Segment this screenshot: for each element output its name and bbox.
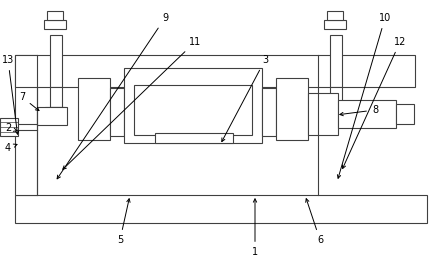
Bar (15, 195, 427, 223)
Bar (0, 118, 18, 136)
Bar (110, 88, 124, 136)
Text: 13: 13 (2, 55, 19, 134)
Text: 3: 3 (222, 55, 268, 141)
Text: 12: 12 (342, 37, 406, 169)
Bar (262, 88, 276, 136)
Text: 5: 5 (117, 199, 130, 245)
Bar (276, 78, 308, 140)
Text: 7: 7 (19, 92, 39, 111)
Bar (44, 20, 66, 29)
Text: 6: 6 (306, 199, 323, 245)
Bar (325, 107, 345, 115)
Bar (324, 20, 346, 29)
Bar (396, 104, 414, 124)
Bar (15, 55, 37, 195)
Bar (318, 107, 348, 125)
Bar (134, 85, 252, 135)
Text: 11: 11 (63, 37, 201, 169)
Bar (50, 87, 62, 107)
Bar (155, 133, 233, 143)
Bar (338, 100, 396, 128)
Text: 9: 9 (57, 13, 168, 179)
Bar (50, 35, 62, 87)
Text: 10: 10 (338, 13, 391, 178)
Bar (327, 11, 343, 20)
Text: 8: 8 (340, 105, 378, 116)
Bar (330, 35, 342, 87)
Text: 1: 1 (252, 199, 258, 257)
Bar (15, 55, 415, 87)
Text: 4: 4 (5, 143, 17, 153)
Text: 2: 2 (5, 123, 17, 133)
Bar (45, 107, 65, 115)
Bar (124, 68, 262, 143)
Bar (37, 107, 67, 125)
Bar (78, 78, 110, 140)
Bar (308, 93, 338, 135)
Bar (330, 87, 342, 107)
Bar (47, 11, 63, 20)
